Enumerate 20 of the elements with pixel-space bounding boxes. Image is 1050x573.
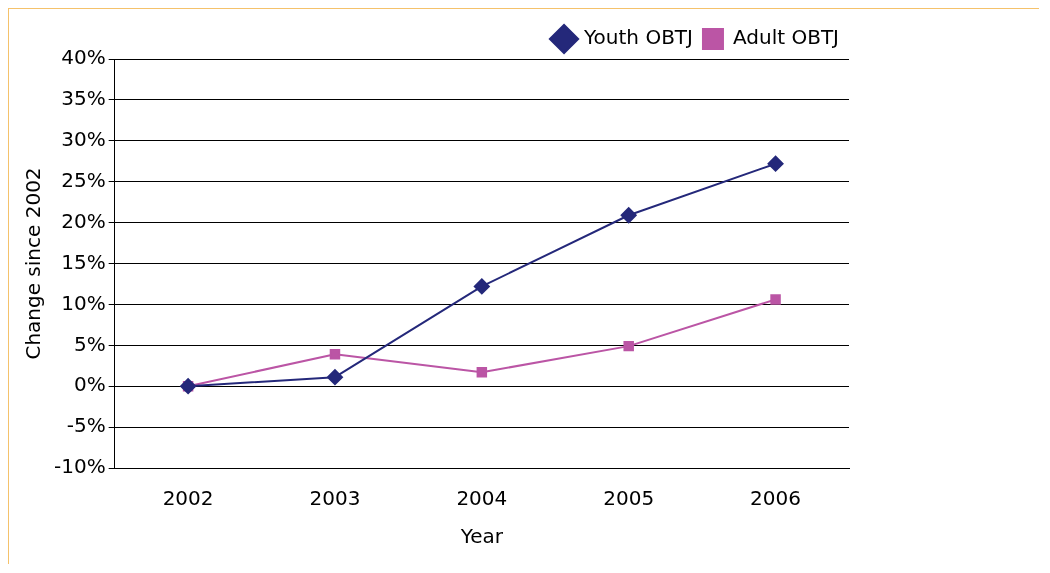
y-axis-title: Change since 2002 <box>21 167 46 360</box>
y-tick-label: 20% <box>61 208 106 233</box>
y-tick-label: 10% <box>61 290 106 315</box>
y-tick-label: -10% <box>54 454 106 479</box>
y-tick-label: 40% <box>61 45 106 70</box>
x-tick-label: 2002 <box>162 486 214 511</box>
y-tick-label: 0% <box>73 372 106 397</box>
y-tick-label: -5% <box>66 413 106 438</box>
legend-label: Youth OBTJ <box>583 25 693 50</box>
x-tick-label: 2005 <box>603 486 655 511</box>
legend-label: Adult OBTJ <box>732 25 840 50</box>
x-tick-label: 2003 <box>309 486 361 511</box>
y-tick-label: 30% <box>61 127 106 151</box>
y-tick-label: 5% <box>73 331 106 356</box>
y-tick-label: 35% <box>61 86 106 111</box>
y-tick-label: 15% <box>61 249 106 274</box>
x-axis-title: Year <box>459 524 504 549</box>
y-tick-label: 25% <box>61 167 106 192</box>
x-tick-label: 2006 <box>750 486 802 511</box>
x-tick-label: 2004 <box>456 486 508 511</box>
